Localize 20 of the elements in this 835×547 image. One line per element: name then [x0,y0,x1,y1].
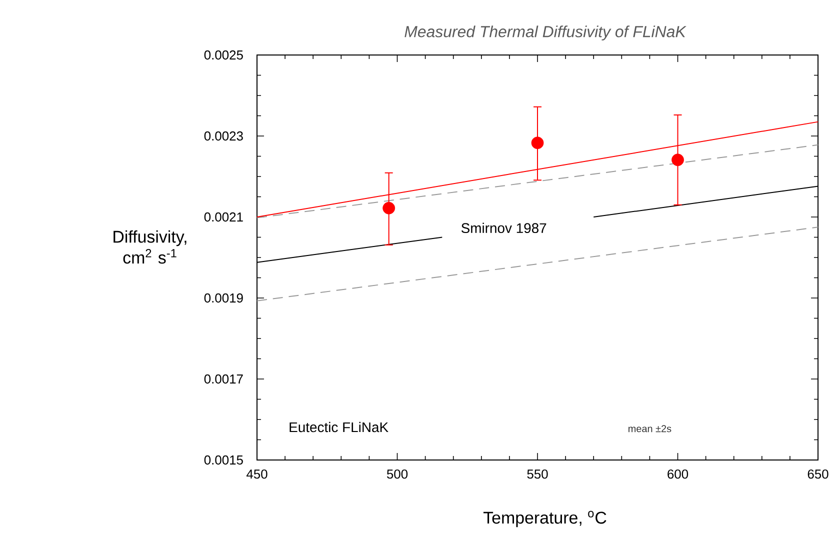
point [672,154,684,166]
annotation: mean ±2s [628,425,672,432]
x-axis-title: Temperature, $^{o}$C [483,510,606,528]
annotation: Eutectic FLiNaK [290,422,388,432]
y-tick-label: 0.0021 [204,212,243,222]
y-tick-label: 0.0019 [204,293,243,303]
x-tick-label: 450 [246,470,268,479]
point [531,136,544,150]
y-axis-title: Diffusivity, cm$^{2}$ s$^{-1}$ [114,230,186,264]
y-tick-label: 0.0023 [204,131,243,141]
x-tick-label: 600 [668,470,688,479]
x-tick-label: 500 [386,470,408,479]
y-tick-label: 0.0017 [204,374,243,384]
y-tick-label: 0.0015 [204,455,243,465]
x-tick-label: 550 [527,470,548,479]
point [382,202,396,214]
x-tick-label: 650 [808,470,828,479]
annotation: Smirnov 1987 [461,222,546,234]
chart-title: Measured Thermal Diffusivity of FLiNaK [404,26,686,40]
y-tick-label: 0.0025 [204,50,243,60]
